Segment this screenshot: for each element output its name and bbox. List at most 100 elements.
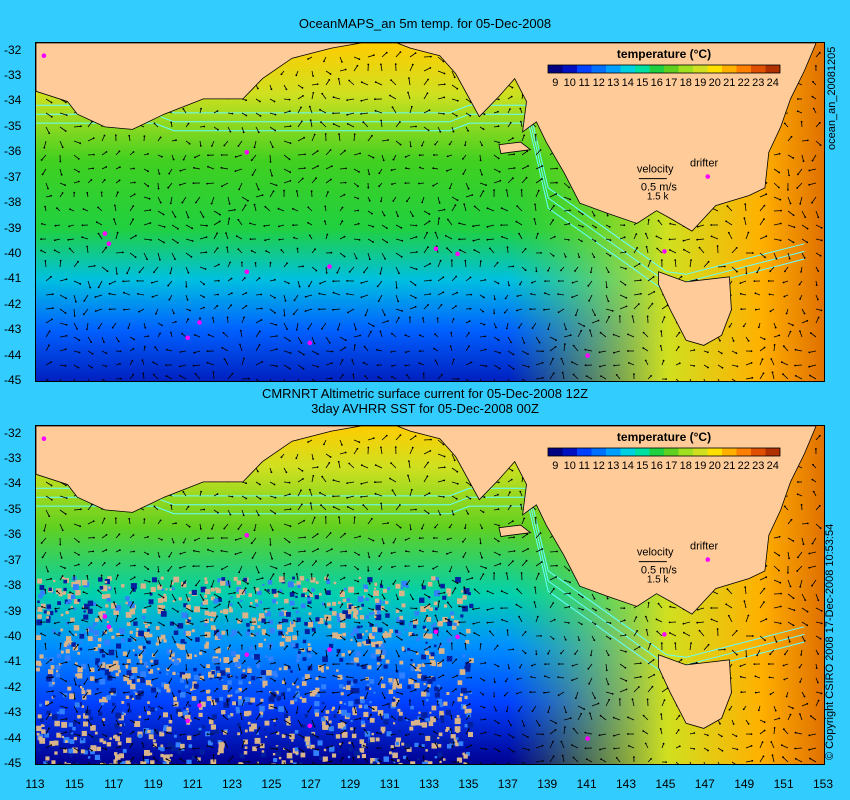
- velocity-arrow: [207, 182, 215, 184]
- cloud-speckle: [395, 583, 401, 589]
- arrow-head: [187, 216, 190, 219]
- cloud-speckle: [256, 761, 259, 764]
- velocity-arrow: [390, 462, 397, 469]
- cloud-speckle: [466, 628, 471, 634]
- cloud-speckle: [60, 650, 64, 654]
- cloud-speckle: [293, 583, 296, 586]
- cloud-speckle: [438, 732, 443, 737]
- arrow-head: [123, 291, 125, 294]
- cloud-speckle: [93, 737, 98, 741]
- velocity-arrow: [138, 308, 145, 313]
- cloud-speckle: [429, 711, 432, 714]
- cloud-speckle: [297, 651, 301, 655]
- arrow-head: [818, 51, 821, 54]
- arrow-head: [82, 313, 85, 316]
- arrow-head: [374, 492, 377, 495]
- cloud-speckle: [126, 659, 131, 664]
- arrow-head: [324, 205, 327, 208]
- arrow-head: [593, 256, 596, 259]
- arrow-head: [81, 236, 84, 239]
- cloud-speckle: [383, 719, 389, 725]
- arrow-head: [399, 434, 402, 436]
- cloud-speckle: [40, 603, 46, 609]
- arrow-head: [636, 247, 639, 249]
- cloud-speckle: [38, 594, 43, 599]
- cloud-speckle: [238, 687, 242, 692]
- cloud-speckle: [443, 758, 446, 761]
- cloud-speckle: [186, 707, 189, 711]
- arrow-head: [264, 239, 266, 242]
- cloud-speckle: [296, 658, 300, 663]
- arrow-head: [231, 495, 234, 498]
- cloud-speckle: [210, 587, 215, 592]
- arrow-head: [234, 156, 237, 158]
- cloud-speckle: [44, 657, 48, 661]
- cloud-speckle: [204, 644, 209, 649]
- cloud-speckle: [368, 687, 372, 690]
- arrow-head: [533, 218, 536, 220]
- velocity-arrow: [381, 522, 389, 525]
- velocity-arrow: [353, 335, 361, 338]
- cloud-speckle: [410, 761, 416, 764]
- arrow-head: [329, 456, 332, 458]
- cloud-speckle: [181, 581, 187, 588]
- arrow-head: [321, 92, 324, 95]
- velocity-arrow: [380, 331, 383, 338]
- cloud-speckle: [133, 690, 136, 693]
- cloud-speckle: [259, 600, 262, 604]
- arrow-head: [473, 249, 476, 251]
- cloud-speckle: [72, 584, 79, 591]
- cloud-speckle: [204, 594, 208, 598]
- velocity-arrow: [297, 364, 304, 370]
- velocity-arrow: [600, 375, 607, 380]
- velocity-arrow: [311, 475, 314, 483]
- cloud-speckle: [93, 647, 98, 651]
- cloud-speckle: [118, 628, 125, 634]
- cloud-speckle: [122, 651, 128, 656]
- cloud-speckle: [388, 678, 393, 683]
- cloud-speckle: [361, 723, 366, 728]
- arrow-head: [360, 482, 363, 485]
- velocity-arrow: [45, 126, 50, 134]
- velocity-arrow: [69, 248, 75, 254]
- cloud-speckle: [254, 599, 258, 603]
- cloud-speckle: [73, 625, 80, 631]
- arrow-head: [467, 512, 469, 515]
- velocity-arrow: [507, 167, 515, 170]
- cloud-speckle: [200, 701, 206, 707]
- cloud-speckle: [99, 662, 106, 668]
- arrow-head: [211, 317, 214, 319]
- velocity-arrow: [479, 154, 481, 161]
- arrow-head: [720, 352, 723, 355]
- cloud-speckle: [398, 716, 403, 722]
- arrow-head: [434, 526, 436, 529]
- velocity-arrow: [171, 252, 176, 260]
- velocity-arrow: [605, 280, 608, 288]
- cloud-speckle: [96, 746, 101, 752]
- arrow-head: [152, 373, 155, 376]
- cloud-speckle: [221, 630, 226, 635]
- cloud-speckle: [66, 636, 72, 642]
- cloud-speckle: [371, 732, 374, 736]
- arrow-head: [309, 119, 312, 122]
- cloud-speckle: [53, 579, 56, 583]
- arrow-head: [367, 63, 370, 66]
- arrow-head: [223, 358, 226, 360]
- cloud-speckle: [295, 693, 300, 698]
- arrow-head: [380, 446, 382, 449]
- arrow-head: [509, 491, 511, 494]
- arrow-head: [380, 502, 382, 505]
- cloud-speckle: [70, 732, 73, 735]
- arrow-head: [526, 150, 529, 153]
- arrow-head: [556, 167, 558, 170]
- cloud-speckle: [399, 590, 405, 597]
- velocity-arrow: [225, 232, 229, 240]
- arrow-head: [360, 296, 363, 299]
- cloud-speckle: [460, 693, 464, 697]
- arrow-head: [185, 285, 188, 288]
- arrow-head: [439, 130, 442, 133]
- cloud-speckle: [192, 681, 197, 686]
- cloud-speckle: [365, 686, 370, 691]
- velocity-legend-knots: 1.5 k: [647, 192, 670, 203]
- velocity-arrow: [493, 364, 500, 369]
